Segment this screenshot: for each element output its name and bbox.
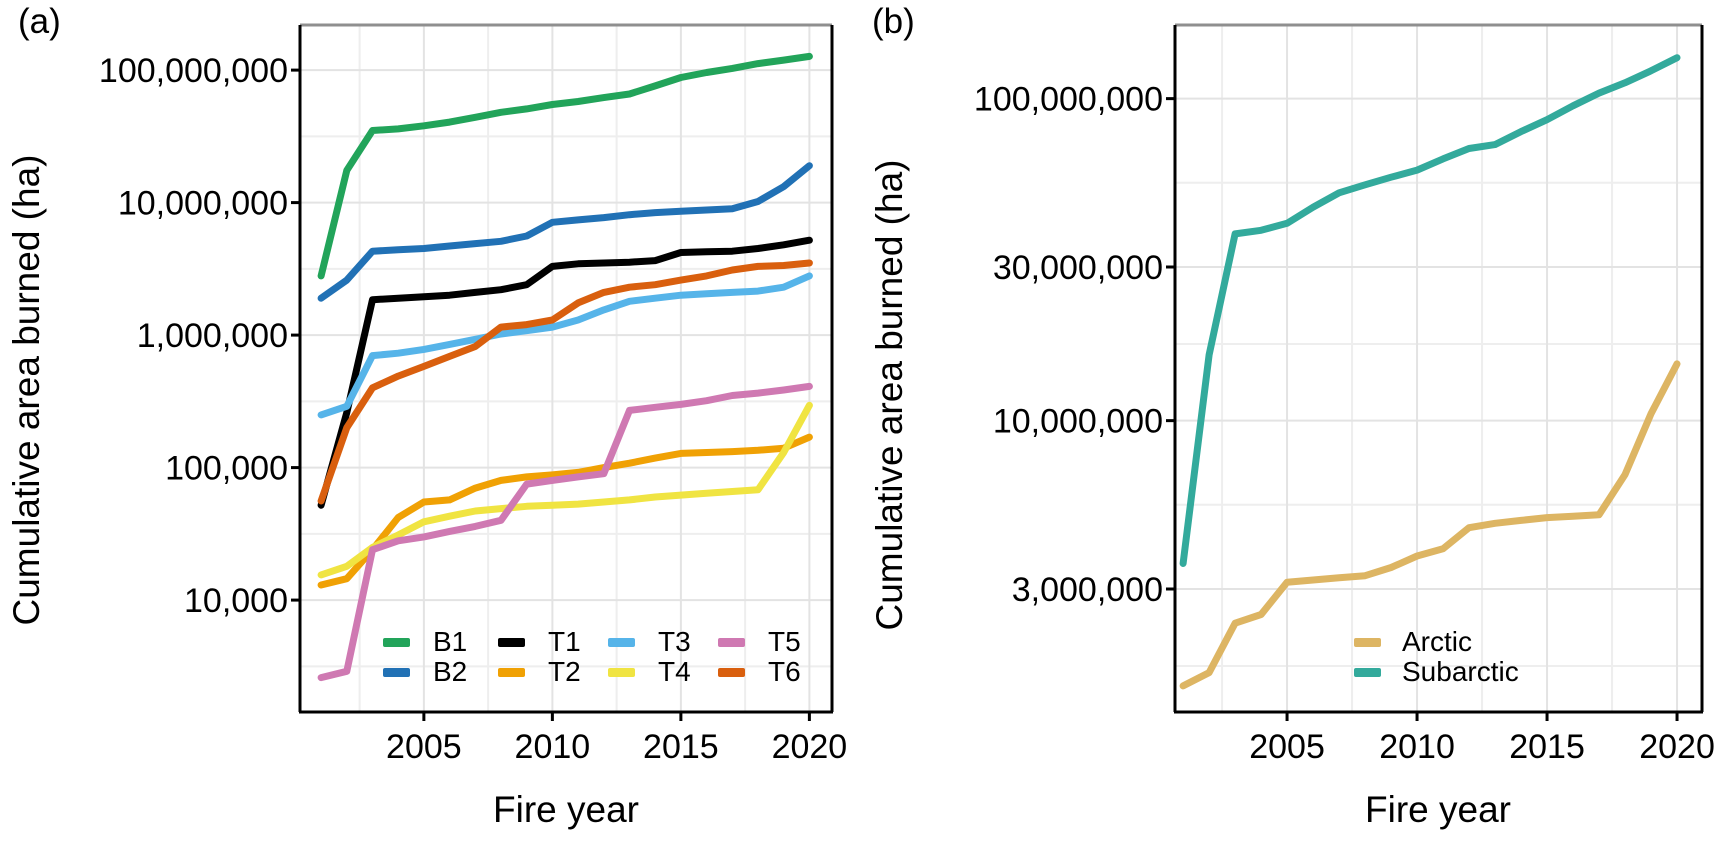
x-tick-label: 2010 [1379,728,1455,766]
y-tick-label: 10,000,000 [993,403,1163,441]
gridlines-panel_a [300,25,832,712]
panel-panel_a: 2005 2010 2015 2020 100,000,000 10,000,000 1,0… [99,23,847,766]
panel-border-panel_b [1173,23,1704,714]
axis-ticks-panel_a: 2005 2010 2015 2020 100,000,000 10,000,000 1,0… [99,52,847,766]
y-tick-label: 100,000,000 [99,52,288,90]
x-tick-label: 2005 [1249,728,1325,766]
y-tick-label: 100,000,000 [974,81,1163,119]
x-tick-label: 2010 [515,728,591,766]
y-tick-label: 1,000,000 [137,317,288,355]
series-line-T6 [317,259,813,505]
x-tick-label: 2015 [1509,728,1585,766]
series-line-Subarctic [1179,54,1681,567]
panel-a-y-axis-title: Cumulative area burned (ha) [6,154,47,626]
x-tick-label: 2015 [643,728,719,766]
y-tick-label: 3,000,000 [1012,571,1163,609]
panel-a-letter: (a) [18,2,61,41]
gridlines-panel_b [1175,25,1702,712]
series-line-B1 [317,52,813,280]
series-line-T1 [317,236,813,509]
y-tick-label: 10,000 [184,582,288,620]
x-tick-label: 2005 [386,728,462,766]
panel-border-panel_a [298,23,834,714]
x-tick-label: 2020 [1639,728,1715,766]
panel-b-y-axis-title: Cumulative area burned (ha) [869,159,910,631]
y-tick-label: 10,000,000 [118,185,288,223]
panel-b-x-axis-title: Fire year [1365,789,1511,830]
panel-panel_b: 2005 2010 2015 2020 100,000,000 30,000,000 10,… [974,23,1715,766]
y-tick-label: 100,000 [165,450,288,488]
panel-b-letter: (b) [872,2,915,41]
axis-ticks-panel_b: 2005 2010 2015 2020 100,000,000 30,000,000 10,… [974,81,1715,766]
series-line-T5 [317,382,813,682]
y-tick-label: 30,000,000 [993,249,1163,287]
panel-a-x-axis-title: Fire year [493,789,639,830]
series-line-T2 [317,433,813,589]
series-line-B2 [317,162,813,302]
series-line-T3 [317,272,813,419]
x-tick-label: 2020 [772,728,848,766]
series-line-Arctic [1179,360,1681,690]
series-line-T4 [317,401,813,579]
